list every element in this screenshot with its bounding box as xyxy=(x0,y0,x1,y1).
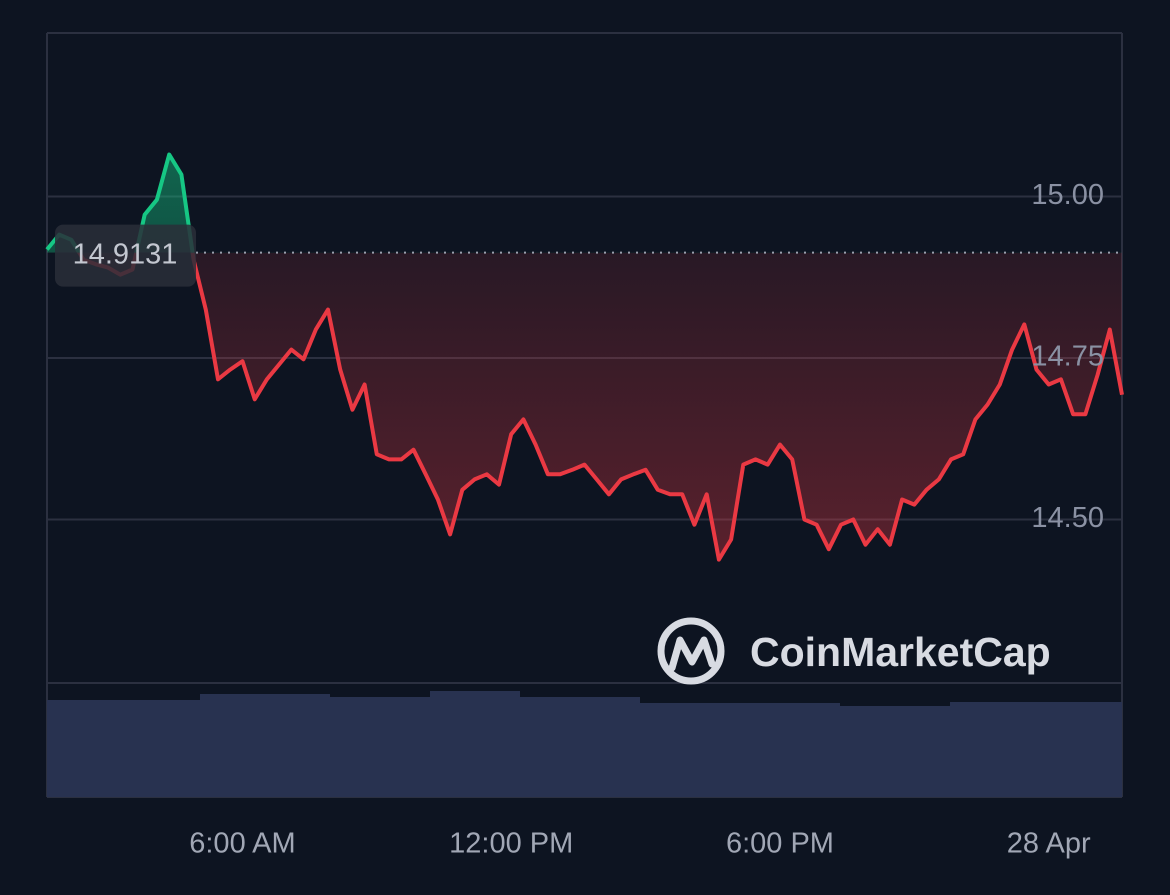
area-below xyxy=(79,252,1122,560)
x-tick-label: 6:00 PM xyxy=(726,828,834,860)
watermark-logo-mark xyxy=(668,636,716,672)
price-line-down xyxy=(76,252,1124,562)
y-tick-label: 15.00 xyxy=(1031,179,1104,211)
reference-label: 14.9131 xyxy=(73,238,178,270)
watermark: CoinMarketCap xyxy=(657,617,1051,685)
y-tick-label: 14.75 xyxy=(1031,341,1104,373)
watermark-logo xyxy=(657,617,725,685)
x-tick-label: 12:00 PM xyxy=(449,828,573,860)
x-tick-label: 28 Apr xyxy=(1007,828,1091,860)
y-tick-label: 14.50 xyxy=(1031,502,1104,534)
reference-label-box xyxy=(55,224,196,287)
volume-area xyxy=(47,691,1122,797)
x-tick-label: 6:00 AM xyxy=(189,828,295,860)
watermark-text: CoinMarketCap xyxy=(750,629,1051,675)
